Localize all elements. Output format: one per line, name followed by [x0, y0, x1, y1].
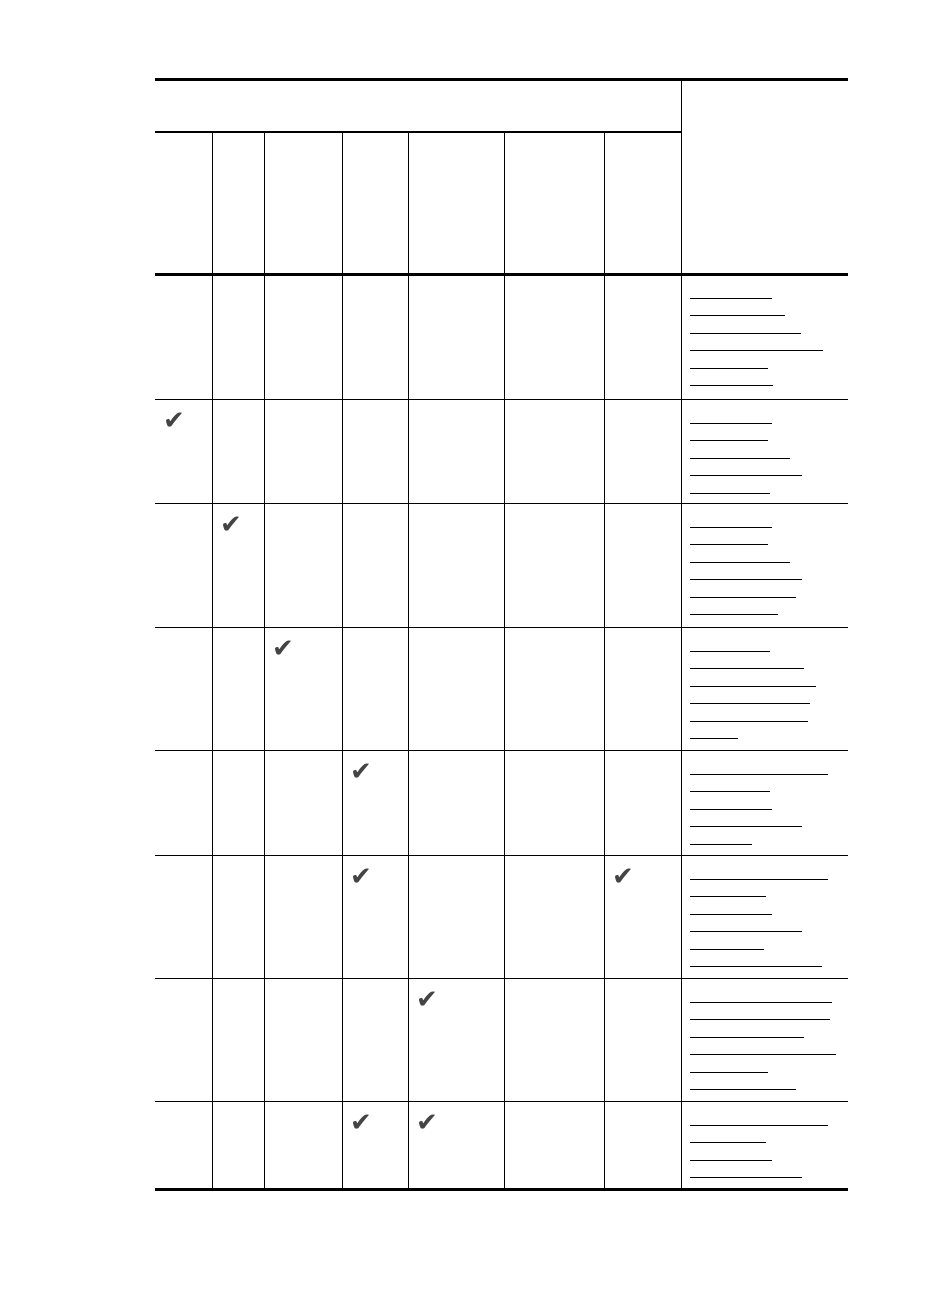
reference-link[interactable] [690, 931, 802, 933]
column-divider [212, 131, 213, 1189]
reference-link[interactable] [690, 1125, 828, 1126]
reference-link[interactable] [690, 703, 810, 705]
reference-link[interactable] [690, 492, 770, 494]
reference-link[interactable] [690, 527, 772, 528]
reference-link[interactable] [690, 948, 764, 950]
reference-link[interactable] [690, 1054, 836, 1056]
reference-link[interactable] [690, 367, 768, 369]
table-bottom-rule [155, 1188, 848, 1191]
row-divider [155, 1101, 848, 1102]
reference-link[interactable] [690, 791, 770, 793]
row-divider [155, 750, 848, 751]
reference-link[interactable] [690, 843, 752, 845]
column-divider [681, 80, 682, 1189]
column-divider [504, 131, 505, 1189]
reference-link[interactable] [690, 651, 770, 652]
reference-link[interactable] [690, 561, 790, 563]
check-mark-icon: ✔ [416, 1108, 438, 1138]
reference-link[interactable] [690, 1159, 772, 1161]
reference-link[interactable] [690, 685, 816, 687]
check-mark-icon: ✔ [272, 634, 294, 664]
table-top-rule [155, 78, 848, 81]
reference-link[interactable] [690, 1071, 768, 1073]
reference-link[interactable] [690, 544, 768, 546]
reference-link[interactable] [690, 879, 828, 880]
reference-link[interactable] [690, 720, 808, 722]
check-mark-icon: ✔ [416, 985, 438, 1015]
reference-link[interactable] [690, 596, 796, 598]
reference-link[interactable] [690, 298, 772, 299]
reference-link[interactable] [690, 668, 804, 670]
reference-link[interactable] [690, 350, 823, 352]
reference-link[interactable] [690, 614, 778, 615]
reference-link[interactable] [690, 913, 772, 915]
reference-link[interactable] [690, 385, 773, 386]
check-mark-icon: ✔ [163, 406, 185, 436]
header-group-rule [155, 131, 681, 133]
reference-link[interactable] [690, 896, 766, 898]
header-bottom-rule [155, 273, 848, 276]
check-mark-icon: ✔ [350, 862, 372, 892]
check-mark-icon: ✔ [350, 757, 372, 787]
reference-link[interactable] [690, 774, 828, 775]
check-mark-icon: ✔ [220, 510, 242, 540]
reference-link[interactable] [690, 423, 772, 424]
reference-link[interactable] [690, 1036, 804, 1038]
check-mark-icon: ✔ [612, 862, 634, 892]
reference-link[interactable] [690, 808, 772, 810]
row-divider [155, 503, 848, 504]
check-mark-icon: ✔ [350, 1108, 372, 1138]
reference-link[interactable] [690, 315, 785, 317]
row-divider [155, 855, 848, 856]
reference-link[interactable] [690, 826, 802, 828]
reference-link[interactable] [690, 475, 802, 477]
column-divider [264, 131, 265, 1189]
column-divider [342, 131, 343, 1189]
reference-link[interactable] [690, 579, 802, 581]
reference-link[interactable] [690, 1142, 766, 1144]
row-divider [155, 978, 848, 979]
reference-link[interactable] [690, 1002, 832, 1003]
reference-link[interactable] [690, 1089, 796, 1090]
column-divider [408, 131, 409, 1189]
reference-link[interactable] [690, 966, 822, 967]
reference-link[interactable] [690, 457, 790, 459]
reference-link[interactable] [690, 1177, 802, 1179]
row-divider [155, 627, 848, 628]
reference-link[interactable] [690, 440, 768, 442]
column-divider [604, 131, 605, 1189]
reference-link[interactable] [690, 1019, 830, 1021]
reference-link[interactable] [690, 332, 801, 334]
row-divider [155, 399, 848, 400]
reference-link[interactable] [690, 738, 738, 739]
